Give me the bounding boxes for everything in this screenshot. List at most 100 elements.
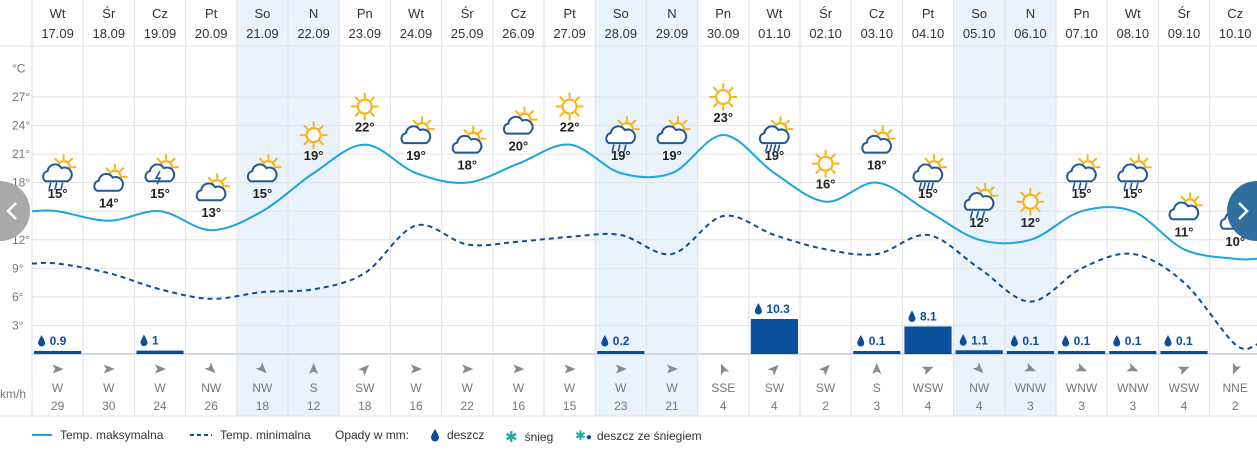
raindrop-icon xyxy=(601,335,609,347)
wind-speed: 15 xyxy=(563,399,577,413)
raindrop-icon xyxy=(431,429,439,442)
tmax-label: 12° xyxy=(1021,215,1041,230)
wind-speed: 2 xyxy=(1232,399,1239,413)
y-tick-label: 27° xyxy=(12,90,30,104)
day-name: Wt xyxy=(408,6,424,21)
rain-bar xyxy=(1160,351,1208,354)
wind-arrow-icon xyxy=(1024,362,1036,372)
day-name: Śr xyxy=(819,6,833,21)
day-name: Cz xyxy=(510,6,526,21)
day-date: 22.09 xyxy=(297,26,330,41)
day-name: Wt xyxy=(50,6,66,21)
tmax-label: 15° xyxy=(1072,186,1092,201)
wind-direction: WNW xyxy=(1066,381,1098,395)
tmax-label: 15° xyxy=(150,186,170,201)
tmax-label: 22° xyxy=(560,120,580,135)
y-tick-label: 9° xyxy=(12,261,24,275)
sun-cloud-icon xyxy=(1168,192,1203,221)
wind-speed: 16 xyxy=(409,399,423,413)
day-date: 30.09 xyxy=(707,26,740,41)
day-date: 18.09 xyxy=(93,26,126,41)
wind-arrow-icon xyxy=(818,364,830,376)
rain-label: 0.1 xyxy=(857,334,886,348)
day-date: 08.10 xyxy=(1117,26,1150,41)
wind-arrow-icon xyxy=(1126,362,1139,372)
sun-icon xyxy=(350,92,379,121)
wind-direction: W xyxy=(513,381,525,395)
wind-direction: SW xyxy=(355,381,375,395)
wind-speed: 4 xyxy=(976,399,983,413)
wind-speed: 18 xyxy=(256,399,270,413)
wind-arrow-icon xyxy=(462,364,474,374)
sun-cloud-icon xyxy=(400,116,435,145)
tmax-label: 18° xyxy=(457,158,477,173)
day-date: 29.09 xyxy=(656,26,689,41)
rain-value: 0.1 xyxy=(1074,334,1091,348)
tmax-label: 19° xyxy=(611,148,631,163)
wind-speed: 4 xyxy=(925,399,932,413)
tmax-label: 19° xyxy=(662,148,682,163)
sun-icon xyxy=(1016,187,1045,216)
tmax-label: 19° xyxy=(304,148,324,163)
raindrop-icon xyxy=(908,310,916,322)
legend-mixed-label: deszcz ze śniegiem xyxy=(596,429,702,443)
day-name: Wt xyxy=(1125,6,1141,21)
tmax-line xyxy=(31,133,1257,261)
wind-direction: WNW xyxy=(1117,381,1149,395)
y-tick-label: 21° xyxy=(12,147,30,161)
legend-precip-title: Opady w mm: xyxy=(335,428,409,442)
sun-cloud-icon xyxy=(93,163,128,192)
wind-speed: 24 xyxy=(153,399,167,413)
wind-arrow-icon xyxy=(972,362,984,374)
day-date: 01.10 xyxy=(758,26,791,41)
wind-speed: 16 xyxy=(512,399,526,413)
wind-arrow-icon xyxy=(309,363,319,374)
weekend-column xyxy=(646,0,698,416)
day-date: 17.09 xyxy=(41,26,74,41)
tmax-label: 19° xyxy=(406,148,426,163)
wind-arrow-icon xyxy=(411,364,422,374)
wind-arrow-icon xyxy=(103,364,115,374)
raindrop-icon xyxy=(1164,335,1172,347)
day-date: 24.09 xyxy=(400,26,433,41)
y-tick-label: 24° xyxy=(12,119,30,133)
wind-speed: 3 xyxy=(873,399,880,413)
wind-direction: W xyxy=(666,381,678,395)
sun-cloud-storm-icon xyxy=(144,154,179,185)
wind-direction: SW xyxy=(765,381,785,395)
wind-speed: 3 xyxy=(1027,399,1034,413)
wind-arrow-icon xyxy=(872,363,882,374)
weather-chart: 3° 6° 9° 12° 15° 18° 21° 24° 27° °C Wt 17.09 Śr 18.09… xyxy=(0,0,1257,417)
day-name: So xyxy=(971,6,987,21)
wind-direction: SW xyxy=(816,381,836,395)
day-date: 03.10 xyxy=(861,26,894,41)
wind-direction: W xyxy=(564,381,576,395)
wind-speed: 21 xyxy=(665,399,679,413)
wind-speed: 2 xyxy=(822,399,829,413)
day-name: Pn xyxy=(357,6,373,21)
raindrop-icon xyxy=(1062,335,1070,347)
rain-value: 8.1 xyxy=(920,309,937,323)
rain-value: 0.9 xyxy=(50,334,67,348)
tmax-label: 20° xyxy=(509,139,529,154)
wind-arrow-icon xyxy=(615,364,627,374)
day-date: 28.09 xyxy=(605,26,638,41)
wind-direction: W xyxy=(462,381,474,395)
tmax-label: 13° xyxy=(201,205,221,220)
wind-arrow-icon xyxy=(255,362,267,374)
wind-direction: W xyxy=(52,381,64,395)
tmax-label: 12° xyxy=(969,215,989,230)
day-date: 27.09 xyxy=(553,26,586,41)
legend-tmax-label: Temp. maksymalna xyxy=(60,428,164,442)
wind-arrow-icon xyxy=(1177,366,1190,376)
raindrop-icon xyxy=(1113,335,1121,347)
wind-speed: 18 xyxy=(358,399,372,413)
day-name: N xyxy=(1026,6,1035,21)
rain-bar xyxy=(136,350,184,354)
y-unit-label: °C xyxy=(12,61,26,75)
tmax-label: 15° xyxy=(918,186,938,201)
sun-icon xyxy=(709,83,738,112)
day-date: 09.10 xyxy=(1168,26,1201,41)
sun-cloud-heavyrain-icon xyxy=(912,154,947,190)
wind-direction: W xyxy=(154,381,166,395)
